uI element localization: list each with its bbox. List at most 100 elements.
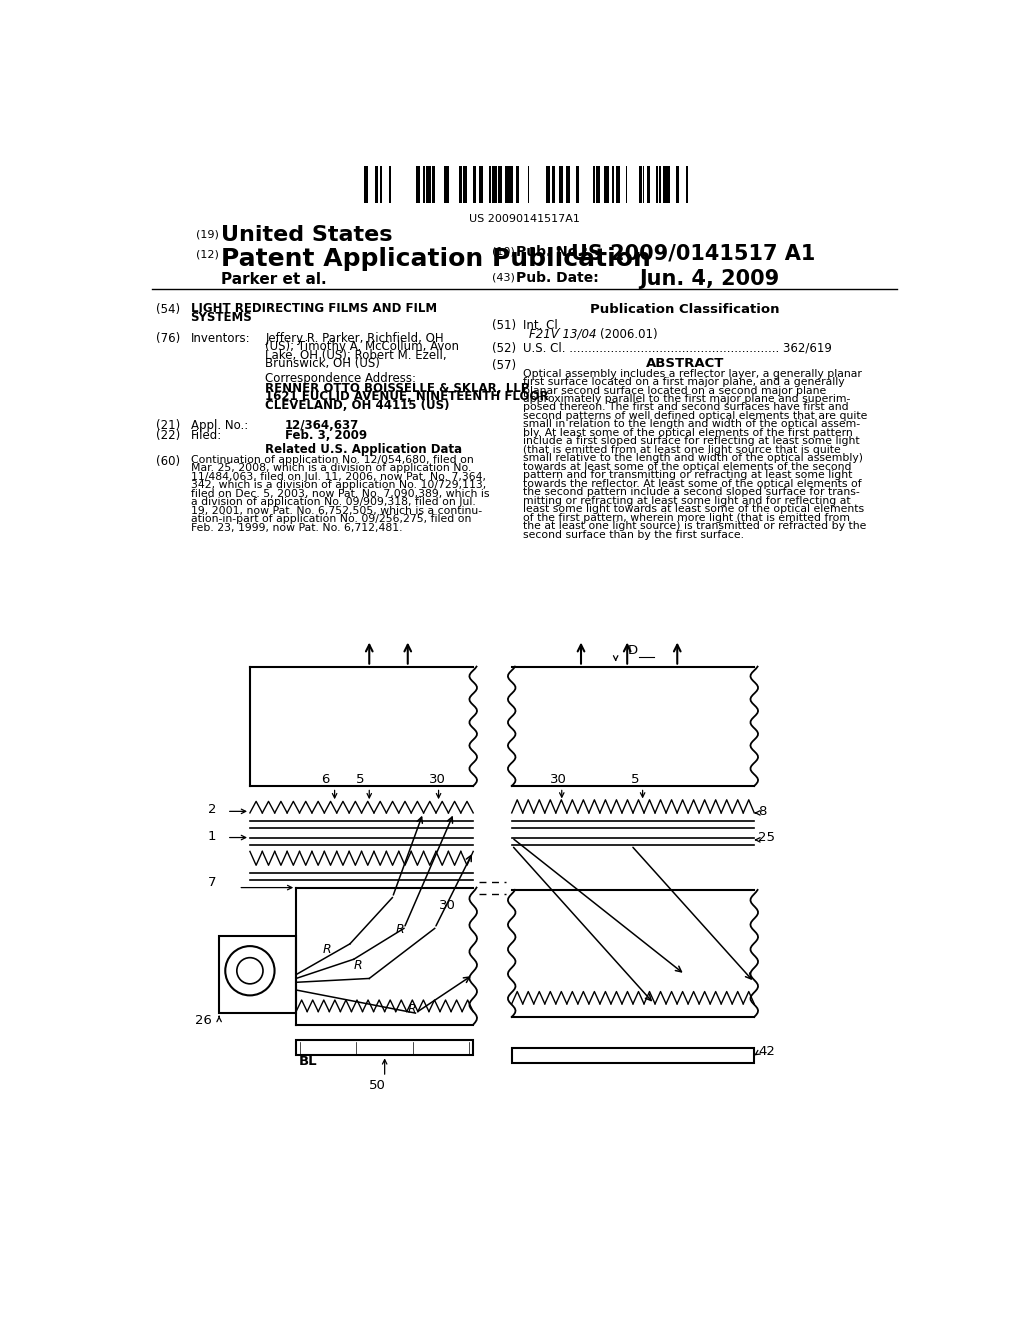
Bar bbox=[426, 166, 431, 203]
Text: first surface located on a first major plane, and a generally: first surface located on a first major p… bbox=[523, 378, 845, 387]
Text: 50: 50 bbox=[369, 1078, 385, 1092]
Bar bbox=[596, 166, 600, 203]
Bar bbox=[686, 166, 688, 203]
Bar bbox=[639, 166, 642, 203]
Text: 42: 42 bbox=[758, 1045, 775, 1059]
Text: of the first pattern, wherein more light (that is emitted from: of the first pattern, wherein more light… bbox=[523, 512, 850, 523]
Text: second patterns of well defined optical elements that are quite: second patterns of well defined optical … bbox=[523, 411, 867, 421]
Text: U.S. Cl. ........................................................ 362/619: U.S. Cl. ...............................… bbox=[523, 342, 833, 355]
Bar bbox=[512, 1048, 755, 1063]
Text: 30: 30 bbox=[438, 899, 456, 912]
Text: pattern and for transmitting or refracting at least some light: pattern and for transmitting or refracti… bbox=[523, 470, 853, 480]
Bar bbox=[552, 166, 555, 203]
Bar bbox=[546, 166, 550, 203]
Text: (2006.01): (2006.01) bbox=[600, 327, 657, 341]
Text: 11/484,063, filed on Jul. 11, 2006, now Pat. No. 7,364,: 11/484,063, filed on Jul. 11, 2006, now … bbox=[190, 471, 485, 482]
Bar bbox=[516, 166, 519, 203]
Text: BL: BL bbox=[298, 1055, 317, 1068]
Text: 8: 8 bbox=[758, 805, 767, 818]
Bar bbox=[493, 166, 497, 203]
Bar bbox=[473, 166, 476, 203]
Text: (57): (57) bbox=[493, 359, 516, 372]
Text: 1621 EUCLID AVENUE, NINETEENTH FLOOR: 1621 EUCLID AVENUE, NINETEENTH FLOOR bbox=[265, 391, 549, 403]
Text: posed thereon. The first and second surfaces have first and: posed thereon. The first and second surf… bbox=[523, 403, 849, 412]
Text: Feb. 3, 2009: Feb. 3, 2009 bbox=[285, 429, 367, 442]
Text: Continuation of application No. 12/054,680, filed on: Continuation of application No. 12/054,6… bbox=[190, 455, 473, 465]
Text: Inventors:: Inventors: bbox=[190, 331, 250, 345]
Bar bbox=[604, 166, 608, 203]
Text: 26: 26 bbox=[196, 1014, 212, 1027]
Bar bbox=[656, 166, 658, 203]
Text: 30: 30 bbox=[429, 774, 446, 785]
Text: (that is emitted from at least one light source that is quite: (that is emitted from at least one light… bbox=[523, 445, 841, 455]
Text: 342, which is a division of application No. 10/729,113,: 342, which is a division of application … bbox=[190, 480, 485, 490]
Text: 12/364,637: 12/364,637 bbox=[285, 418, 358, 432]
Bar bbox=[643, 166, 644, 203]
Text: (19): (19) bbox=[197, 230, 219, 239]
Bar bbox=[626, 166, 628, 203]
Bar bbox=[498, 166, 502, 203]
Text: small relative to the length and width of the optical assembly): small relative to the length and width o… bbox=[523, 453, 863, 463]
Bar bbox=[505, 166, 509, 203]
Bar bbox=[677, 166, 679, 203]
Text: (US); Timothy A. McCollum, Avon: (US); Timothy A. McCollum, Avon bbox=[265, 341, 460, 354]
Text: approximately parallel to the first major plane and superim-: approximately parallel to the first majo… bbox=[523, 395, 851, 404]
Bar bbox=[593, 166, 595, 203]
Text: United States: United States bbox=[221, 226, 393, 246]
Bar bbox=[389, 166, 391, 203]
Text: the at least one light source) is transmitted or refracted by the: the at least one light source) is transm… bbox=[523, 521, 866, 531]
Text: 6: 6 bbox=[322, 774, 330, 785]
Text: Related U.S. Application Data: Related U.S. Application Data bbox=[265, 444, 463, 457]
Text: R: R bbox=[395, 924, 404, 936]
Text: RENNER OTTO BOISSELLE & SKLAR, LLP: RENNER OTTO BOISSELLE & SKLAR, LLP bbox=[265, 381, 529, 395]
Text: bly. At least some of the optical elements of the first pattern: bly. At least some of the optical elemen… bbox=[523, 428, 853, 438]
Text: 5: 5 bbox=[355, 774, 365, 785]
Bar bbox=[663, 166, 666, 203]
Text: Pub. No.:: Pub. No.: bbox=[515, 246, 588, 260]
Text: (12): (12) bbox=[197, 249, 219, 259]
Bar bbox=[463, 166, 467, 203]
Text: towards at least some of the optical elements of the second: towards at least some of the optical ele… bbox=[523, 462, 852, 471]
Text: 19, 2001, now Pat. No. 6,752,505, which is a continu-: 19, 2001, now Pat. No. 6,752,505, which … bbox=[190, 506, 481, 516]
Bar bbox=[444, 166, 449, 203]
Bar bbox=[479, 166, 483, 203]
Text: least some light towards at least some of the optical elements: least some light towards at least some o… bbox=[523, 504, 864, 513]
Text: include a first sloped surface for reflecting at least some light: include a first sloped surface for refle… bbox=[523, 437, 860, 446]
Text: Lake, OH (US); Robert M. Ezell,: Lake, OH (US); Robert M. Ezell, bbox=[265, 348, 446, 362]
Text: 2: 2 bbox=[208, 803, 216, 816]
Text: Jun. 4, 2009: Jun. 4, 2009 bbox=[639, 268, 779, 289]
Text: LIGHT REDIRECTING FILMS AND FILM: LIGHT REDIRECTING FILMS AND FILM bbox=[190, 302, 437, 314]
Text: mitting or refracting at least some light and for reflecting at: mitting or refracting at least some ligh… bbox=[523, 496, 851, 506]
Bar bbox=[376, 166, 378, 203]
Text: (52): (52) bbox=[493, 342, 516, 355]
Bar bbox=[364, 166, 368, 203]
Text: 7: 7 bbox=[208, 875, 216, 888]
Bar bbox=[219, 936, 296, 1014]
Bar bbox=[528, 166, 529, 203]
Bar bbox=[577, 166, 579, 203]
Text: 30: 30 bbox=[550, 774, 567, 785]
Bar bbox=[616, 166, 621, 203]
Text: Optical assembly includes a reflector layer, a generally planar: Optical assembly includes a reflector la… bbox=[523, 368, 862, 379]
Text: D: D bbox=[628, 644, 638, 657]
Text: SYSTEMS: SYSTEMS bbox=[190, 312, 252, 323]
Bar bbox=[459, 166, 463, 203]
Text: Patent Application Publication: Patent Application Publication bbox=[221, 247, 651, 271]
Text: 1: 1 bbox=[208, 829, 216, 842]
Bar bbox=[380, 166, 382, 203]
Text: second surface than by the first surface.: second surface than by the first surface… bbox=[523, 529, 744, 540]
Bar bbox=[559, 166, 562, 203]
Text: Filed:: Filed: bbox=[190, 429, 222, 442]
Text: Brunswick, OH (US): Brunswick, OH (US) bbox=[265, 358, 380, 370]
Text: Parker et al.: Parker et al. bbox=[221, 272, 327, 288]
Text: R: R bbox=[323, 944, 331, 957]
Bar bbox=[667, 166, 670, 203]
Bar bbox=[647, 166, 649, 203]
Text: F21V 13/04: F21V 13/04 bbox=[529, 327, 597, 341]
Text: (60): (60) bbox=[156, 455, 180, 467]
Text: Mar. 25, 2008, which is a division of application No.: Mar. 25, 2008, which is a division of ap… bbox=[190, 463, 471, 474]
Text: ation-in-part of application No. 09/256,275, filed on: ation-in-part of application No. 09/256,… bbox=[190, 515, 471, 524]
Bar bbox=[509, 166, 513, 203]
Text: filed on Dec. 5, 2003, now Pat. No. 7,090,389, which is: filed on Dec. 5, 2003, now Pat. No. 7,09… bbox=[190, 488, 489, 499]
Text: (43): (43) bbox=[493, 272, 515, 282]
